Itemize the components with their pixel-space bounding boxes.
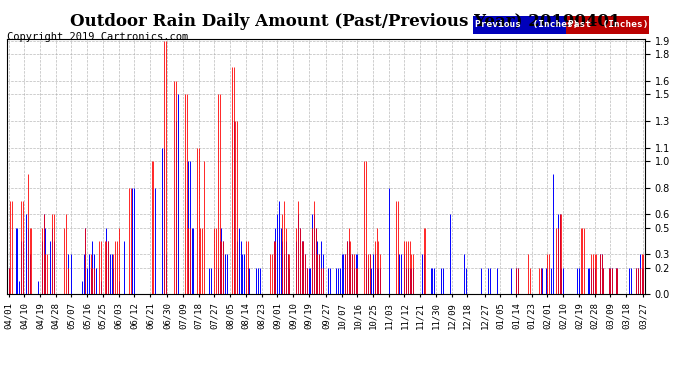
Text: Copyright 2019 Cartronics.com: Copyright 2019 Cartronics.com	[7, 32, 188, 42]
Text: Previous  (Inches): Previous (Inches)	[475, 20, 578, 29]
Text: Past  (Inches): Past (Inches)	[568, 20, 649, 29]
Text: Outdoor Rain Daily Amount (Past/Previous Year) 20190401: Outdoor Rain Daily Amount (Past/Previous…	[70, 13, 620, 30]
